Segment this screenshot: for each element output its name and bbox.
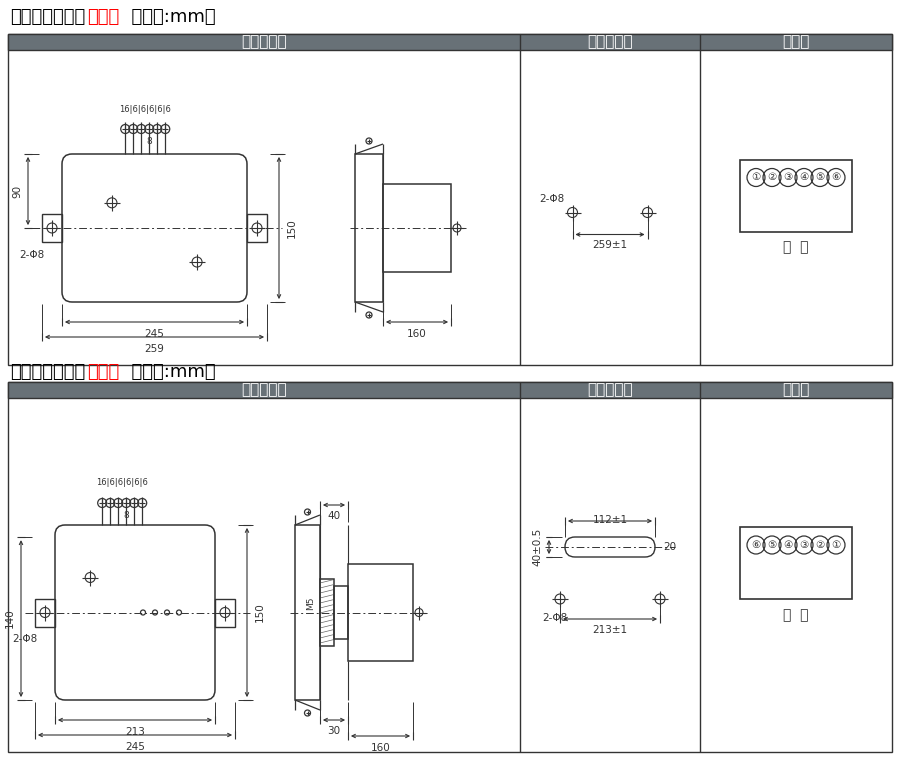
Bar xyxy=(320,579,334,646)
Text: 20: 20 xyxy=(663,542,676,552)
Bar xyxy=(215,599,235,626)
Text: ⑥: ⑥ xyxy=(832,173,841,182)
Text: 90: 90 xyxy=(12,185,22,198)
Text: 245: 245 xyxy=(125,742,145,752)
Text: ⑤: ⑤ xyxy=(768,540,777,550)
Text: 外形尺寸图: 外形尺寸图 xyxy=(241,34,287,49)
Text: 2-Φ8: 2-Φ8 xyxy=(539,194,564,204)
Bar xyxy=(740,160,852,232)
Text: ⑥: ⑥ xyxy=(752,540,760,550)
Text: 213±1: 213±1 xyxy=(592,625,627,635)
Text: 2-Φ8: 2-Φ8 xyxy=(543,613,568,623)
Text: ④: ④ xyxy=(799,173,808,182)
Bar xyxy=(42,214,62,242)
Text: 8: 8 xyxy=(123,511,129,520)
Text: 213: 213 xyxy=(125,727,145,737)
Text: 150: 150 xyxy=(255,603,265,622)
Bar xyxy=(740,527,852,599)
Text: 40±0.5: 40±0.5 xyxy=(532,528,542,566)
Bar xyxy=(348,565,413,660)
Text: 160: 160 xyxy=(371,743,391,753)
Text: ④: ④ xyxy=(783,540,793,550)
Text: 140: 140 xyxy=(5,609,15,629)
Text: 2-Φ8: 2-Φ8 xyxy=(20,250,45,260)
Text: （单位:mm）: （单位:mm） xyxy=(121,363,216,381)
Text: 150: 150 xyxy=(287,218,297,238)
Text: ②: ② xyxy=(815,540,824,550)
Text: 30: 30 xyxy=(328,726,340,736)
Text: 端子图: 端子图 xyxy=(782,382,810,397)
Bar xyxy=(295,525,320,700)
Bar xyxy=(8,382,892,398)
Text: ①: ① xyxy=(832,540,841,550)
Text: 安装开孔图: 安装开孔图 xyxy=(587,382,633,397)
Text: 端子图: 端子图 xyxy=(782,34,810,49)
Text: 背  视: 背 视 xyxy=(783,608,809,622)
Text: 16|6|6|6|6|6: 16|6|6|6|6|6 xyxy=(120,105,171,114)
Bar xyxy=(8,34,892,365)
Text: 后接线: 后接线 xyxy=(87,363,120,381)
Text: 112±1: 112±1 xyxy=(592,515,627,525)
Text: 40: 40 xyxy=(328,511,340,521)
Text: 安装开孔图: 安装开孔图 xyxy=(587,34,633,49)
Text: ②: ② xyxy=(768,173,777,182)
Text: M5: M5 xyxy=(306,597,315,610)
Text: 259: 259 xyxy=(145,344,165,354)
Text: 259±1: 259±1 xyxy=(592,240,627,251)
Bar xyxy=(8,382,892,752)
Bar xyxy=(383,184,451,272)
Text: ①: ① xyxy=(752,173,760,182)
Text: 160: 160 xyxy=(407,329,427,339)
Text: ③: ③ xyxy=(799,540,808,550)
Text: 8: 8 xyxy=(147,138,152,147)
Text: 245: 245 xyxy=(145,329,165,339)
Text: 16|6|6|6|6|6: 16|6|6|6|6|6 xyxy=(96,478,148,487)
Bar xyxy=(355,154,383,302)
Text: 外形尺寸图: 外形尺寸图 xyxy=(241,382,287,397)
Text: （单位:mm）: （单位:mm） xyxy=(121,8,216,26)
Text: 2-Φ8: 2-Φ8 xyxy=(13,635,38,644)
Bar xyxy=(35,599,55,626)
Text: ③: ③ xyxy=(783,173,793,182)
Text: 单相过流凸出式: 单相过流凸出式 xyxy=(10,8,86,26)
Text: 前  视: 前 视 xyxy=(783,240,809,255)
Bar xyxy=(334,586,348,639)
Bar xyxy=(247,214,267,242)
Text: 前接线: 前接线 xyxy=(87,8,120,26)
Text: ⑤: ⑤ xyxy=(815,173,824,182)
Bar xyxy=(8,34,892,50)
Text: 单相过流凸出式: 单相过流凸出式 xyxy=(10,363,86,381)
